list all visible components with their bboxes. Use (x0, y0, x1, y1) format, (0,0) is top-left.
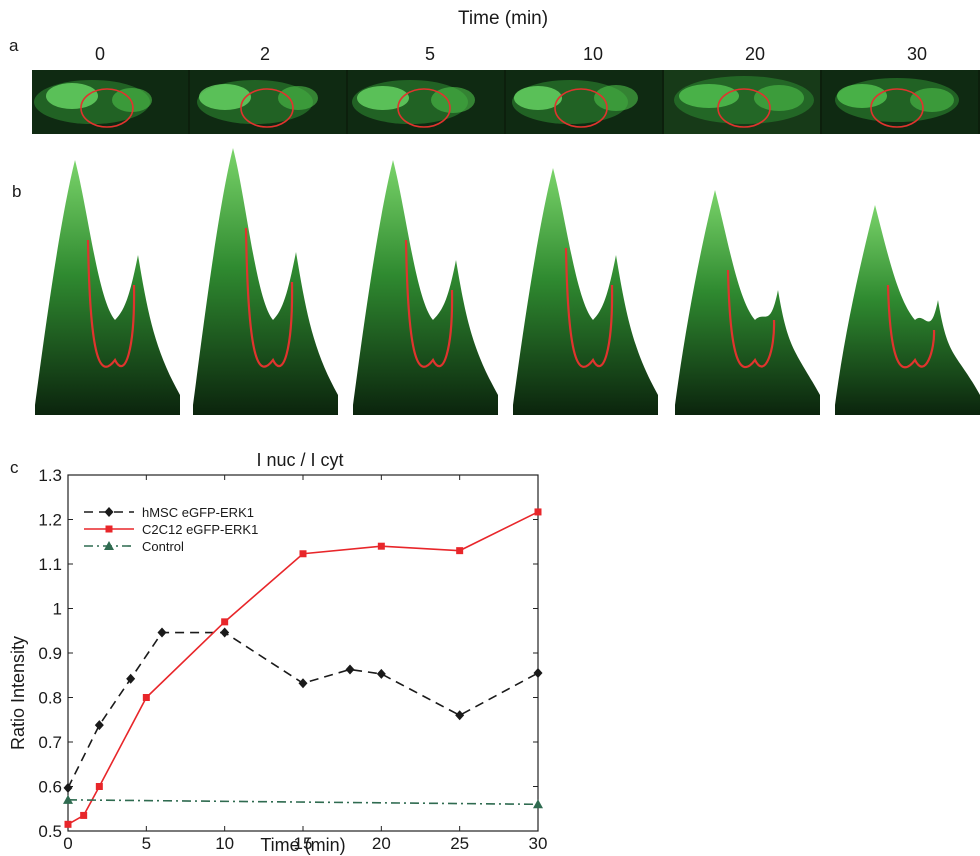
y-tick-label: 1.2 (38, 511, 62, 530)
cell-image-frame-1 (190, 70, 348, 134)
x-tick-label: 10 (215, 834, 234, 853)
nucleus-contour-5 (886, 284, 936, 369)
panel-c-letter: c (10, 458, 19, 477)
timepoint-label-2: 5 (424, 44, 436, 64)
data-point-series-0 (376, 668, 386, 679)
y-tick-label: 0.8 (38, 689, 62, 708)
intensity-surface-plots (35, 148, 980, 415)
data-point-series-1 (456, 547, 464, 555)
cell-image-frame-2 (348, 70, 506, 134)
plot-frame (67, 474, 539, 832)
legend-label-0: hMSC eGFP-ERK1 (142, 505, 254, 520)
panel-a-title: Time (min) (458, 8, 549, 29)
y-tick-label: 0.6 (38, 778, 62, 797)
chart-title: I nuc / I cyt (256, 450, 343, 470)
y-tick-label: 1 (53, 600, 62, 619)
timepoint-label-5: 30 (906, 44, 928, 64)
surface-plot-3 (513, 168, 658, 415)
x-tick-label: 0 (63, 834, 72, 853)
data-point-series-1 (377, 542, 385, 550)
legend-marker-0 (104, 507, 114, 517)
x-tick-label: 20 (372, 834, 391, 853)
legend-label-1: C2C12 eGFP-ERK1 (142, 522, 258, 537)
cell-image-frame-4 (664, 70, 822, 134)
data-point-series-1 (142, 694, 150, 701)
data-point-series-2 (533, 799, 543, 809)
x-tick-label: 30 (529, 834, 548, 853)
ratio-intensity-chart: I nuc / I cyt Ratio Intensity Time (min)… (8, 450, 548, 855)
data-point-series-0 (94, 720, 104, 731)
nucleus-contour-0 (86, 239, 136, 368)
panel-a-letter: a (9, 36, 19, 55)
x-tick-label: 5 (142, 834, 151, 853)
timepoint-label-3: 10 (582, 44, 604, 64)
data-point-series-1 (95, 783, 103, 790)
cell-image-frame-5 (822, 70, 980, 134)
x-axis-label: Time (min) (260, 835, 345, 855)
data-point-series-0 (63, 782, 73, 793)
y-tick-label: 0.5 (38, 822, 62, 841)
data-point-series-0 (455, 710, 465, 721)
data-point-series-0 (126, 673, 136, 684)
nucleus-contour-3 (564, 247, 614, 368)
legend-marker-1 (105, 525, 113, 533)
nucleus-contour-4 (726, 269, 776, 369)
data-point-series-1 (299, 550, 307, 558)
y-tick-label: 1.1 (38, 555, 62, 574)
series-line-2 (67, 799, 539, 806)
data-point-series-2 (63, 794, 73, 804)
nucleus-contour-1 (244, 227, 294, 368)
cell-image-frame-0 (32, 70, 190, 134)
x-tick-label: 25 (450, 834, 469, 853)
nucleus-contour-2 (404, 239, 454, 368)
panel-b-letter: b (12, 182, 22, 201)
series-line-0 (67, 631, 539, 789)
y-axis-label: Ratio Intensity (8, 636, 28, 750)
chart-legend: hMSC eGFP-ERK1 C2C12 eGFP-ERK1 Control (84, 505, 258, 554)
y-tick-label: 0.9 (38, 644, 62, 663)
legend-marker-2 (104, 541, 114, 550)
data-point-series-0 (220, 627, 230, 638)
legend-label-2: Control (142, 539, 184, 554)
x-tick-label: 15 (294, 834, 313, 853)
data-point-series-0 (298, 678, 308, 689)
surface-plot-5 (835, 205, 980, 415)
data-point-series-1 (64, 820, 72, 828)
surface-plot-1 (193, 148, 338, 415)
data-point-series-1 (80, 811, 88, 819)
timepoint-label-1: 2 (259, 44, 271, 64)
surface-plot-2 (353, 160, 498, 415)
data-point-series-1 (534, 508, 542, 516)
data-point-series-0 (157, 627, 167, 638)
data-point-series-1 (221, 618, 229, 626)
timepoint-label-0: 0 (94, 44, 106, 64)
surface-plot-0 (35, 160, 180, 415)
data-point-series-0 (345, 664, 355, 675)
data-point-series-0 (533, 668, 543, 679)
cell-image-strip (32, 70, 980, 134)
y-tick-label: 0.7 (38, 733, 62, 752)
surface-plot-4 (675, 190, 820, 415)
y-tick-label: 1.3 (38, 466, 62, 485)
cell-image-frame-3 (506, 70, 664, 134)
timepoint-label-4: 20 (744, 44, 766, 64)
